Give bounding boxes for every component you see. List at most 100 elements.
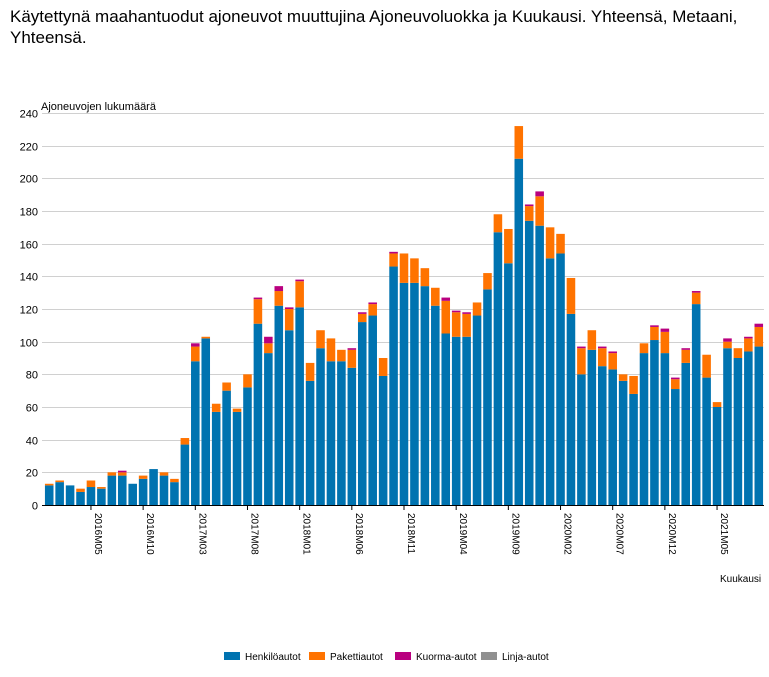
bar-segment bbox=[733, 348, 743, 358]
bar-segment bbox=[117, 472, 127, 476]
bar-segment bbox=[723, 348, 732, 505]
y-tick-label: 120 bbox=[20, 305, 38, 317]
bar-segment bbox=[462, 336, 471, 505]
bar-segment bbox=[389, 251, 398, 254]
y-tick-label: 40 bbox=[26, 436, 38, 448]
bar-segment bbox=[368, 304, 377, 316]
bar-segment bbox=[107, 475, 117, 505]
bar-segment bbox=[55, 480, 64, 483]
x-axis-ticks: 2016M05 2016M10 2017M03 2017M08 2018M01 2018M… bbox=[90, 505, 729, 555]
bar-segment bbox=[524, 204, 534, 207]
y-tick-label: 100 bbox=[20, 338, 38, 350]
x-tick-label: 2017M03 bbox=[196, 513, 207, 555]
bar-segment bbox=[326, 338, 336, 362]
bar-segment bbox=[681, 362, 691, 505]
bar-segment bbox=[493, 232, 503, 506]
bar-segment bbox=[493, 214, 503, 233]
bar-segment bbox=[577, 348, 586, 375]
legend-swatch bbox=[224, 652, 240, 660]
bar-segment bbox=[420, 286, 430, 505]
bar-segment bbox=[629, 393, 638, 505]
bar-segment bbox=[295, 279, 304, 282]
bar-segment bbox=[284, 330, 294, 505]
y-axis-label: Ajoneuvojen lukumäärä bbox=[41, 101, 157, 113]
chart-title: Käytettynä maahantuodut ajoneuvot muuttu… bbox=[10, 7, 738, 47]
bar-segment bbox=[410, 258, 419, 283]
x-tick-label: 2020M12 bbox=[666, 513, 677, 555]
bar-segment bbox=[504, 263, 513, 505]
bar-segment bbox=[86, 480, 96, 488]
legend-label: Linja-autot bbox=[502, 652, 549, 663]
y-tick-label: 160 bbox=[20, 240, 38, 252]
bar-segment bbox=[608, 353, 617, 370]
bar-segment bbox=[138, 478, 148, 505]
bar-segment bbox=[264, 343, 273, 354]
bar-segment bbox=[170, 478, 179, 483]
bar-segment bbox=[754, 346, 764, 505]
bar-segment bbox=[566, 313, 576, 505]
bar-segment bbox=[472, 315, 482, 505]
bar-segment bbox=[191, 361, 200, 505]
bar-segment bbox=[211, 403, 221, 412]
bar-segment bbox=[629, 375, 638, 394]
bar-segment bbox=[305, 380, 315, 505]
bar-segment bbox=[243, 387, 252, 505]
bar-segment bbox=[76, 491, 85, 505]
bar-segment bbox=[191, 346, 200, 362]
bar-segment bbox=[504, 228, 513, 264]
bar-segment bbox=[566, 277, 576, 314]
bar-segment bbox=[368, 302, 377, 305]
bar-segment bbox=[597, 346, 607, 349]
bar-segment bbox=[431, 305, 440, 505]
bar-segment bbox=[451, 312, 461, 337]
bar-segment bbox=[117, 470, 127, 473]
bar-segment bbox=[357, 322, 367, 505]
legend: Henkilöautot Pakettiautot Kuorma-autot Linj… bbox=[224, 652, 549, 663]
x-tick-label: 2017M08 bbox=[248, 513, 259, 555]
bar-segment bbox=[128, 483, 137, 505]
bar-segment bbox=[253, 323, 263, 505]
x-tick-label: 2020M07 bbox=[614, 513, 625, 555]
y-tick-label: 220 bbox=[20, 142, 38, 154]
legend-label: Kuorma-autot bbox=[416, 652, 477, 663]
bar-segment bbox=[691, 292, 701, 305]
bar-segment bbox=[660, 331, 670, 354]
bar-segment bbox=[681, 348, 691, 350]
bar-segment bbox=[660, 353, 670, 505]
bar-segment bbox=[253, 299, 263, 324]
bar-segment bbox=[97, 487, 106, 489]
bar-segment bbox=[149, 469, 158, 505]
bar-segment bbox=[316, 348, 325, 505]
y-tick-label: 140 bbox=[20, 272, 38, 284]
bar-segment bbox=[660, 328, 670, 332]
bar-segment bbox=[744, 338, 753, 352]
bar-segment bbox=[671, 377, 680, 380]
bar-segment bbox=[191, 343, 200, 347]
bar-segment bbox=[733, 358, 743, 505]
bar-segment bbox=[597, 348, 607, 367]
bar-segment bbox=[556, 233, 565, 254]
bar-segment bbox=[420, 268, 430, 287]
bar-segment bbox=[274, 291, 284, 306]
bar-segment bbox=[441, 300, 451, 334]
bar-segment bbox=[483, 289, 492, 505]
bar-segment bbox=[441, 297, 451, 301]
bar-segment bbox=[378, 358, 388, 376]
bar-segment bbox=[368, 315, 377, 505]
bar-segment bbox=[180, 438, 190, 445]
bar-segment bbox=[201, 338, 211, 505]
bar-segment bbox=[650, 326, 659, 341]
bar-segment bbox=[723, 338, 732, 342]
bar-segment bbox=[712, 402, 722, 407]
bar-segment bbox=[264, 336, 273, 344]
bar-segment bbox=[535, 196, 544, 226]
bars bbox=[44, 126, 764, 506]
bar-segment bbox=[618, 374, 628, 381]
y-tick-label: 200 bbox=[20, 174, 38, 186]
y-tick-label: 0 bbox=[32, 501, 38, 513]
bar-segment bbox=[399, 282, 409, 505]
bar-segment bbox=[691, 291, 701, 293]
y-tick-label: 20 bbox=[26, 468, 38, 480]
x-tick-label: 2019M04 bbox=[457, 513, 468, 555]
bar-segment bbox=[587, 349, 597, 505]
